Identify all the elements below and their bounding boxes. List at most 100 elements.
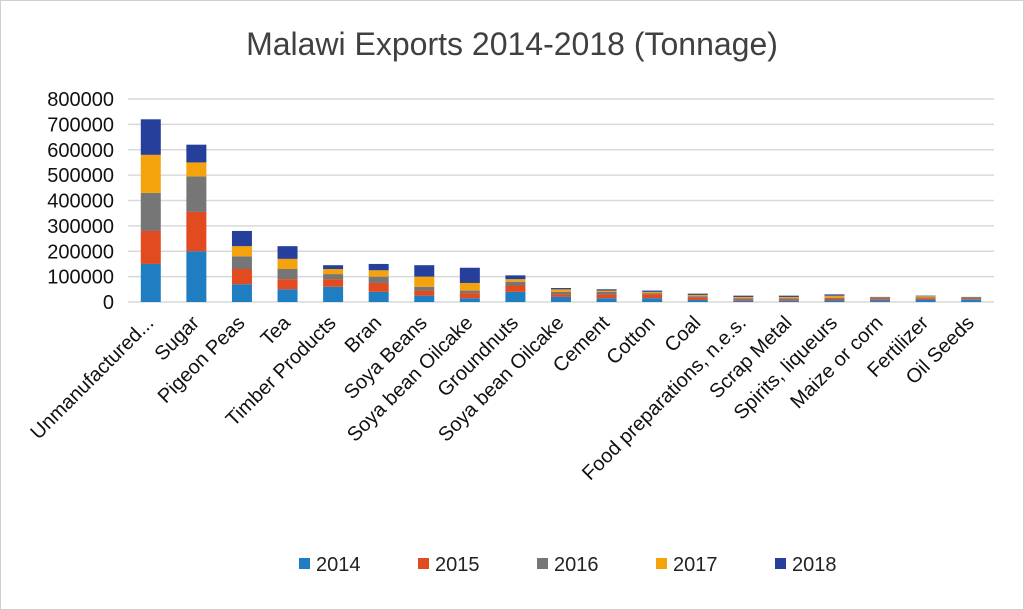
bar-segment-2015 xyxy=(459,293,480,299)
bar-segment-2016 xyxy=(414,286,435,291)
legend-swatch-2016 xyxy=(537,558,548,569)
bar-segment-2018 xyxy=(824,294,845,296)
bar-segment-2015 xyxy=(915,298,936,300)
bar-segment-2016 xyxy=(323,274,344,280)
bar-segment-2014 xyxy=(231,284,252,302)
bar-segment-2017 xyxy=(824,295,845,298)
bar-segment-2018 xyxy=(140,119,161,155)
bar-segment-2017 xyxy=(778,296,799,299)
y-tick-label: 500000 xyxy=(47,165,114,187)
bar-segment-2015 xyxy=(961,299,982,300)
bar-segment-2016 xyxy=(961,297,982,300)
bar-segment-2018 xyxy=(414,265,435,277)
bar-segment-2017 xyxy=(733,296,754,299)
bar-segment-2017 xyxy=(687,294,708,297)
bar-segment-2014 xyxy=(459,298,480,302)
bar-segment-2015 xyxy=(733,299,754,301)
y-tick-label: 100000 xyxy=(47,267,114,289)
legend-label-2017: 2017 xyxy=(673,554,718,576)
bar-segment-2016 xyxy=(687,296,708,298)
chart-title: Malawi Exports 2014-2018 (Tonnage) xyxy=(246,26,778,62)
bar-segment-2016 xyxy=(778,298,799,300)
bar-segment-2014 xyxy=(870,300,891,302)
bar-segment-2018 xyxy=(687,293,708,295)
y-tick-label: 600000 xyxy=(47,140,114,162)
bar-segment-2017 xyxy=(277,258,298,270)
bar-segment-2015 xyxy=(368,282,389,292)
bar-segment-2014 xyxy=(824,300,845,302)
bar-segment-2016 xyxy=(459,290,480,294)
bar-segment-2018 xyxy=(505,275,526,280)
bar-segment-2018 xyxy=(870,296,891,298)
legend: 2014 2015 2016 2017 2018 xyxy=(299,554,837,576)
y-axis-ticks: 0 100000 200000 300000 400000 500000 600000 700… xyxy=(47,89,114,314)
legend-label-2015: 2015 xyxy=(435,554,480,576)
bar-segment-2015 xyxy=(231,269,252,285)
bar-segment-2014 xyxy=(551,296,571,302)
bar-segment-2015 xyxy=(277,279,298,290)
bar-segment-2014 xyxy=(915,299,936,302)
bar-segment-2016 xyxy=(277,269,298,280)
bar-segment-2014 xyxy=(277,289,298,302)
bar-segment-2017 xyxy=(459,282,480,291)
bar-segment-2014 xyxy=(140,263,161,302)
bar-segment-2016 xyxy=(915,297,936,299)
bar-segment-2018 xyxy=(231,230,252,247)
bar-segment-2015 xyxy=(824,298,845,301)
bar-segment-2015 xyxy=(186,211,207,252)
legend-label-2018: 2018 xyxy=(792,554,837,576)
bar-segment-2016 xyxy=(231,256,252,270)
bar-segment-2015 xyxy=(414,290,435,296)
bar-segment-2018 xyxy=(778,295,799,297)
bar-segment-2016 xyxy=(140,192,161,231)
bar-segment-2017 xyxy=(323,269,344,275)
bar-segment-2017 xyxy=(915,296,936,298)
bar-segment-2018 xyxy=(551,288,571,290)
bar-segment-2015 xyxy=(140,230,161,264)
bar-segment-2016 xyxy=(870,297,891,300)
bar-segment-2017 xyxy=(551,289,571,292)
y-tick-label: 0 xyxy=(103,292,114,314)
bar-segment-2017 xyxy=(414,276,435,287)
bar-segment-2014 xyxy=(961,299,982,302)
bar-segment-2016 xyxy=(642,293,663,295)
legend-swatch-2018 xyxy=(775,558,786,569)
bar-segment-2014 xyxy=(323,286,344,302)
bar-segment-2017 xyxy=(596,290,617,292)
bar-segment-2016 xyxy=(551,291,571,295)
bar-segment-2017 xyxy=(642,291,663,294)
bar-segment-2017 xyxy=(140,154,161,193)
bar-segment-2014 xyxy=(733,300,754,302)
bar-segment-2015 xyxy=(551,294,571,297)
bar-segment-2018 xyxy=(961,296,982,298)
bar-segment-2017 xyxy=(961,297,982,298)
bar-segment-2014 xyxy=(368,291,389,302)
bar-segment-2016 xyxy=(368,276,389,283)
bar-segment-2014 xyxy=(186,251,207,302)
bar-segment-2018 xyxy=(186,144,207,163)
bar-segment-2014 xyxy=(414,295,435,302)
legend-swatch-2014 xyxy=(299,558,310,569)
x-category-label: Cotton xyxy=(602,312,659,369)
bar-segment-2018 xyxy=(596,289,617,291)
bar-segment-2015 xyxy=(505,285,526,292)
bar-segment-2015 xyxy=(687,297,708,300)
bar-segment-2018 xyxy=(323,265,344,270)
bar-segment-2018 xyxy=(459,267,480,283)
bar-segment-2015 xyxy=(323,279,344,287)
bars xyxy=(140,119,982,302)
bar-segment-2016 xyxy=(596,291,617,295)
bar-segment-2017 xyxy=(231,246,252,257)
bar-segment-2014 xyxy=(505,291,526,302)
bar-segment-2018 xyxy=(733,295,754,297)
legend-swatch-2015 xyxy=(418,558,429,569)
bar-segment-2015 xyxy=(870,299,891,301)
bar-segment-2016 xyxy=(733,298,754,300)
bar-segment-2016 xyxy=(505,281,526,286)
bar-segment-2017 xyxy=(186,162,207,177)
y-tick-label: 300000 xyxy=(47,216,114,238)
legend-swatch-2017 xyxy=(656,558,667,569)
